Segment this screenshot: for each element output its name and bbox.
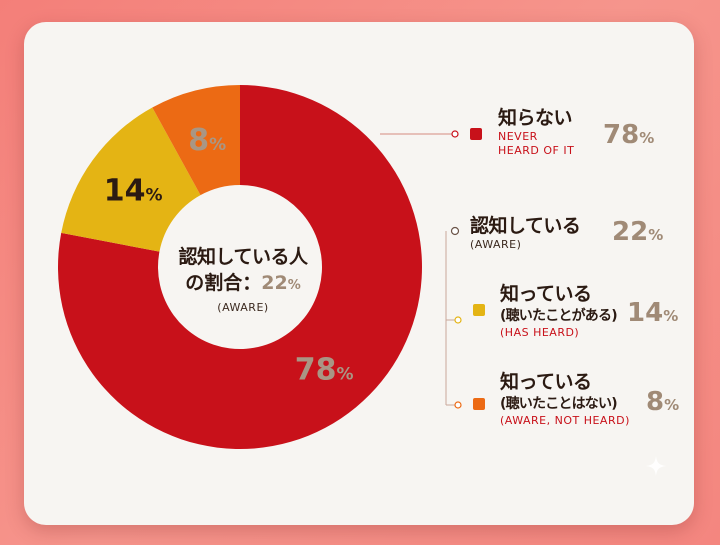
center-value: 22 bbox=[261, 272, 288, 294]
legend-notheard-sub: (聴いたことはない) bbox=[500, 396, 618, 412]
legend-never-en1: NEVER bbox=[498, 130, 538, 143]
slice-aware-not-heard-label: 8% bbox=[188, 123, 226, 158]
legend-aware: 認知している (AWARE) bbox=[470, 214, 581, 252]
legend-swatch-never bbox=[470, 128, 482, 140]
legend-aware-pct-unit: % bbox=[648, 226, 664, 244]
sparkle-icon bbox=[646, 456, 666, 476]
legend-heard-pct-unit: % bbox=[663, 307, 679, 325]
legend-heard-title: 知っている bbox=[500, 283, 592, 305]
center-unit: % bbox=[287, 278, 301, 293]
legend-notheard-en: (AWARE, NOT HEARD) bbox=[500, 414, 630, 427]
legend-aware-pct: 22% bbox=[612, 217, 663, 247]
slice-has-heard-label: 14% bbox=[104, 173, 163, 208]
legend-connectors bbox=[380, 130, 462, 409]
legend-notheard-pct-unit: % bbox=[664, 396, 680, 414]
legend-never-pct: 78% bbox=[603, 120, 654, 150]
slice-never-heard bbox=[58, 85, 422, 449]
legend-never-pct-unit: % bbox=[639, 129, 655, 147]
slice-never-heard-label: 78% bbox=[295, 353, 354, 388]
legend-never: 知らない NEVER HEARD OF IT bbox=[498, 106, 574, 158]
legend-notheard-title: 知っている bbox=[500, 371, 592, 393]
legend-heard-pct-value: 14 bbox=[627, 298, 664, 328]
legend-notheard: 知っている (聴いたことはない) (AWARE, NOT HEARD) bbox=[500, 370, 630, 428]
donut-center-label: 認知している人 の割合：22% (AWARE) bbox=[168, 244, 318, 314]
legend-aware-pct-value: 22 bbox=[612, 217, 649, 247]
legend-aware-title: 認知している bbox=[470, 215, 581, 237]
legend-never-pct-value: 78 bbox=[603, 120, 640, 150]
legend-heard-sub: (聴いたことがある) bbox=[500, 308, 618, 324]
legend-notheard-pct: 8% bbox=[646, 387, 679, 417]
legend-notheard-pct-value: 8 bbox=[646, 387, 665, 417]
legend-swatch-notheard bbox=[473, 398, 485, 410]
legend-never-en2: HEARD OF IT bbox=[498, 144, 575, 157]
legend-heard-pct: 14% bbox=[627, 298, 678, 328]
legend-swatch-heard bbox=[473, 304, 485, 316]
legend-heard-en: (HAS HEARD) bbox=[500, 326, 580, 339]
legend-heard: 知っている (聴いたことがある) (HAS HEARD) bbox=[500, 282, 618, 340]
slice-has-heard bbox=[61, 107, 201, 252]
center-aware-share: の割合：22% bbox=[168, 270, 318, 299]
center-aware-en: (AWARE) bbox=[217, 301, 269, 314]
slice-aware-not-heard bbox=[152, 85, 240, 196]
legend-aware-en: (AWARE) bbox=[470, 238, 522, 251]
center-prefix: の割合： bbox=[185, 272, 262, 294]
center-title: 認知している人 bbox=[178, 246, 308, 268]
legend-never-title: 知らない bbox=[498, 107, 573, 129]
